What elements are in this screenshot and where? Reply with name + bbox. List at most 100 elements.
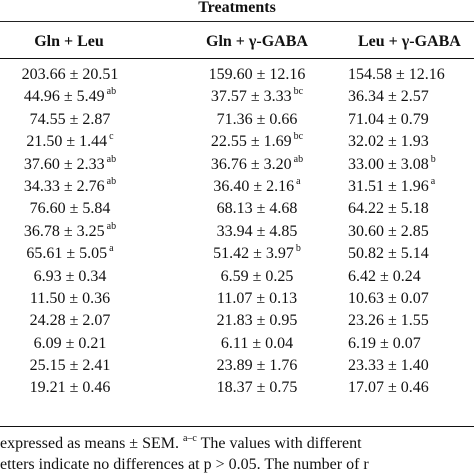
table-cell: 154.58 ± 12.16 xyxy=(348,64,474,86)
table-row: 74.55 ± 2.87 71.36 ± 0.66 71.04 ± 0.79 xyxy=(0,109,474,131)
cell-value: 23.26 ± 1.55 xyxy=(348,312,429,330)
cell-value: 32.02 ± 1.93 xyxy=(348,133,429,151)
cell-superscript: bc xyxy=(293,86,304,98)
table-row: 25.15 ± 2.41 23.89 ± 1.76 23.33 ± 1.40 xyxy=(0,355,474,377)
table-cell: 36.76 ± 3.20 ab xyxy=(172,154,342,178)
cell-value: 74.55 ± 2.87 xyxy=(29,110,111,128)
table-cell: 34.33 ± 2.76 ab xyxy=(0,176,140,200)
table-cell: 19.21 ± 0.46 xyxy=(0,377,140,399)
column-header-gln-leu: Gln + Leu xyxy=(34,33,104,50)
cell-value: 37.60 ± 2.33 xyxy=(23,155,105,173)
table-cell: 6.42 ± 0.24 xyxy=(348,266,474,288)
table-cell: 6.11 ± 0.04 xyxy=(172,333,342,355)
cell-value: 21.50 ± 1.44 xyxy=(26,133,108,151)
table-row: 11.50 ± 0.36 11.07 ± 0.13 10.63 ± 0.07 xyxy=(0,288,474,310)
cell-value: 154.58 ± 12.16 xyxy=(348,66,445,83)
cell-superscript: bc xyxy=(293,131,304,143)
table-cell: 10.63 ± 0.07 xyxy=(348,288,474,310)
table-cell: 51.42 ± 3.97 b xyxy=(172,243,342,267)
table-cell: 23.33 ± 1.40 xyxy=(348,355,474,377)
table-cell: 37.57 ± 3.33 bc xyxy=(172,86,342,110)
cell-value: 65.61 ± 5.05 xyxy=(26,245,108,263)
table-cell: 37.60 ± 2.33 ab xyxy=(0,154,140,178)
table-row: 65.61 ± 5.05 a 51.42 ± 3.97 b 50.82 ± 5.14 xyxy=(0,243,474,265)
cell-superscript: c xyxy=(109,131,114,143)
cell-value: 64.22 ± 5.18 xyxy=(348,200,429,218)
cell-value: 23.33 ± 1.40 xyxy=(348,357,429,375)
footnote-line-1: expressed as means ± SEM. a–c The values… xyxy=(0,433,362,456)
table-row: 6.93 ± 0.34 6.59 ± 0.25 6.42 ± 0.24 xyxy=(0,266,474,288)
table-row: 37.60 ± 2.33 ab 36.76 ± 3.20 ab 33.00 ± 3.08… xyxy=(0,154,474,176)
table-cell: 33.94 ± 4.85 xyxy=(172,221,342,243)
cell-superscript: a xyxy=(109,243,114,255)
footnote-superscript: a–c xyxy=(182,433,197,444)
cell-superscript: ab xyxy=(106,220,117,232)
table-body: 203.66 ± 20.51 159.60 ± 12.16 154.58 ± 12.… xyxy=(0,64,474,400)
cell-superscript: ab xyxy=(106,153,117,165)
cell-value: 37.57 ± 3.33 xyxy=(210,88,292,106)
cell-value: 36.34 ± 2.57 xyxy=(348,88,429,106)
cell-value: 36.78 ± 3.25 xyxy=(23,222,105,240)
cell-value: 25.15 ± 2.41 xyxy=(29,357,111,375)
cell-value: 203.66 ± 20.51 xyxy=(21,66,119,83)
bottom-rule xyxy=(0,426,474,427)
table-cell: 31.51 ± 1.96 a xyxy=(348,176,474,200)
cell-superscript: a xyxy=(430,175,436,187)
cell-value: 50.82 ± 5.14 xyxy=(348,245,429,263)
table-cell: 36.34 ± 2.57 xyxy=(348,86,474,108)
table-cell: 21.50 ± 1.44 c xyxy=(0,131,140,155)
cell-value: 159.60 ± 12.16 xyxy=(208,66,306,83)
cell-superscript: b xyxy=(430,153,436,165)
table-cell: 21.83 ± 0.95 xyxy=(172,310,342,332)
cell-value: 6.59 ± 0.25 xyxy=(220,267,294,285)
cell-value: 44.96 ± 5.49 xyxy=(23,88,105,106)
cell-value: 30.60 ± 2.85 xyxy=(348,222,429,240)
cell-value: 6.42 ± 0.24 xyxy=(348,267,421,285)
cell-value: 23.89 ± 1.76 xyxy=(216,357,298,375)
table-cell: 36.40 ± 2.16 a xyxy=(172,176,342,200)
table-row: 21.50 ± 1.44 c 22.55 ± 1.69 bc 32.02 ± 1.93 xyxy=(0,131,474,153)
table-cell: 32.02 ± 1.93 xyxy=(348,131,474,153)
cell-value: 11.50 ± 0.36 xyxy=(29,289,111,307)
table-cell: 17.07 ± 0.46 xyxy=(348,377,474,399)
cell-value: 10.63 ± 0.07 xyxy=(348,289,429,307)
table-cell: 18.37 ± 0.75 xyxy=(172,377,342,399)
footnote-text-a: expressed as means ± SEM. xyxy=(0,435,183,452)
header-rule xyxy=(0,58,474,59)
cell-value: 33.00 ± 3.08 xyxy=(348,155,429,173)
cell-value: 68.13 ± 4.68 xyxy=(216,200,298,218)
table-cell: 36.78 ± 3.25 ab xyxy=(0,221,140,245)
table-cell: 203.66 ± 20.51 xyxy=(0,64,140,86)
table-cell: 22.55 ± 1.69 bc xyxy=(172,131,342,155)
cell-value: 18.37 ± 0.75 xyxy=(216,379,298,397)
cell-superscript: ab xyxy=(106,86,117,98)
cell-value: 11.07 ± 0.13 xyxy=(216,289,298,307)
cell-value: 19.21 ± 0.46 xyxy=(29,379,111,397)
table-cell: 74.55 ± 2.87 xyxy=(0,109,140,131)
cell-value: 6.93 ± 0.34 xyxy=(33,267,107,285)
cell-superscript: ab xyxy=(293,153,304,165)
table-cell: 6.09 ± 0.21 xyxy=(0,333,140,355)
table-cell: 23.89 ± 1.76 xyxy=(172,355,342,377)
table-cell: 71.04 ± 0.79 xyxy=(348,109,474,131)
cell-value: 22.55 ± 1.69 xyxy=(210,133,292,151)
table-row: 203.66 ± 20.51 159.60 ± 12.16 154.58 ± 12.… xyxy=(0,64,474,86)
table-cell: 23.26 ± 1.55 xyxy=(348,310,474,332)
table-row: 24.28 ± 2.07 21.83 ± 0.95 23.26 ± 1.55 xyxy=(0,310,474,332)
table-row: 36.78 ± 3.25 ab 33.94 ± 4.85 30.60 ± 2.85 xyxy=(0,221,474,243)
table-cell: 64.22 ± 5.18 xyxy=(348,198,474,220)
footnote-line-2: etters indicate no differences at p > 0.… xyxy=(0,456,369,473)
cell-value: 24.28 ± 2.07 xyxy=(29,312,111,330)
table-cell: 33.00 ± 3.08 b xyxy=(348,154,474,178)
table-cell: 76.60 ± 5.84 xyxy=(0,198,140,220)
table-cell: 68.13 ± 4.68 xyxy=(172,198,342,220)
table-cell: 6.19 ± 0.07 xyxy=(348,333,474,355)
treatments-header: Treatments xyxy=(198,0,276,16)
table-cell: 71.36 ± 0.66 xyxy=(172,109,342,131)
table-cell: 11.07 ± 0.13 xyxy=(172,288,342,310)
footnote-text-b: The values with different xyxy=(196,435,362,452)
table-cell: 30.60 ± 2.85 xyxy=(348,221,474,243)
table-cell: 159.60 ± 12.16 xyxy=(172,64,342,86)
table-cell: 6.93 ± 0.34 xyxy=(0,266,140,288)
